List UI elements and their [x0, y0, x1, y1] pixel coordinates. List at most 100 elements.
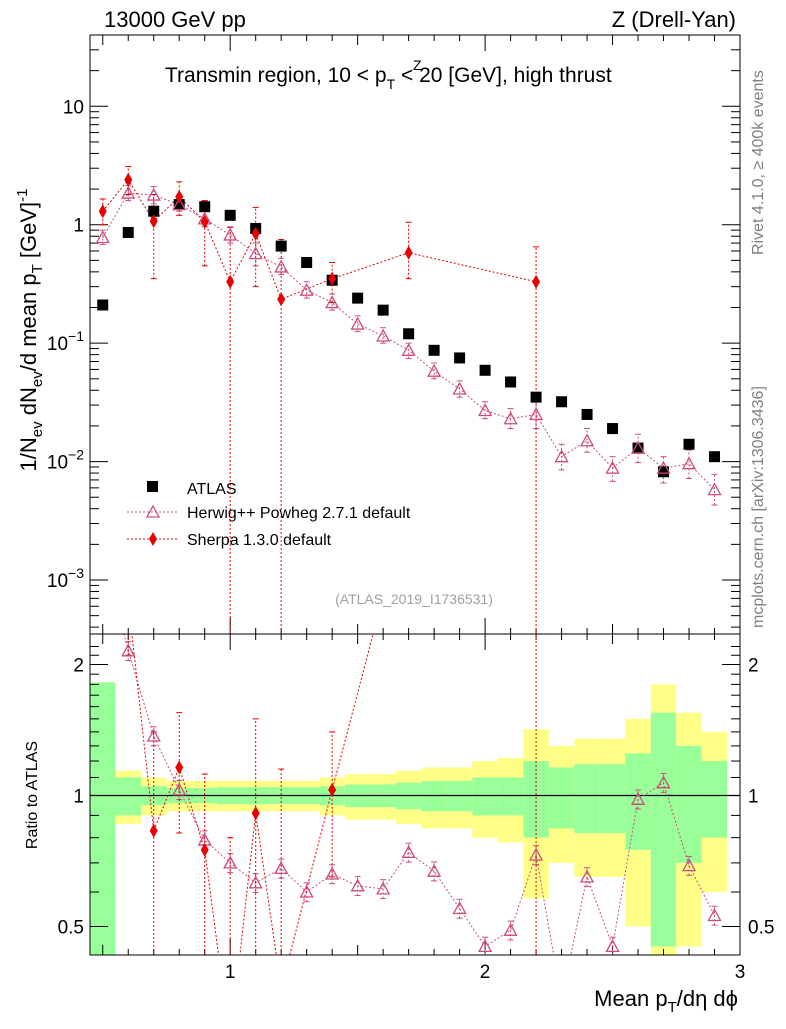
y-tick-label: 1	[73, 216, 84, 237]
sherpa-point	[532, 274, 541, 289]
analysis-watermark: (ATLAS_2019_I1736531)	[335, 591, 493, 607]
region-title-sub: T	[387, 76, 396, 92]
rivet-label: Rivet 4.1.0, ≥ 400k events	[750, 70, 767, 255]
atlas-point	[530, 391, 542, 403]
herwig-point	[605, 460, 620, 474]
ratio-herwig-point	[681, 858, 697, 872]
ratio-herwig-point	[427, 863, 442, 877]
ratio-herwig-point	[325, 866, 340, 880]
atlas-point	[122, 226, 134, 238]
herwig-point	[630, 440, 646, 454]
ratio-sherpa-point	[328, 782, 337, 797]
atlas-point	[224, 209, 236, 221]
y-tick-exp: −3	[68, 565, 84, 581]
ratio-plot-frame	[89, 633, 741, 956]
y-tick-base: 10	[47, 334, 68, 355]
ratio-band-inner	[90, 682, 116, 955]
ratio-data-points	[99, 634, 722, 955]
atlas-point	[428, 344, 440, 356]
x-tick-label: 1	[225, 962, 236, 983]
atlas-point	[479, 364, 491, 376]
ratio-herwig-point	[350, 878, 365, 892]
ratio-band-inner	[574, 764, 600, 833]
herwig-point	[350, 316, 365, 330]
ratio-herwig-point	[274, 861, 289, 875]
x-tick-label: 2	[480, 962, 491, 983]
herwig-point	[223, 227, 238, 241]
y-tick-base: 10	[47, 571, 68, 592]
ratio-herwig-point	[656, 775, 671, 789]
ratio-y-tick-label: 2	[73, 655, 84, 676]
atlas-point	[581, 408, 593, 420]
ratio-herwig-point	[223, 855, 238, 869]
atlas-point	[607, 423, 619, 435]
ylabel-b-sub: ev	[29, 371, 46, 387]
sherpa-point	[328, 271, 337, 286]
herwig-point	[299, 282, 314, 296]
y-tick-base: 10	[47, 453, 68, 474]
legend-atlas-label: ATLAS	[187, 481, 237, 498]
ratio-band-inner	[115, 777, 141, 816]
y-tick-label: 10−2	[47, 447, 84, 474]
herwig-point	[274, 259, 289, 273]
y-tick-base: 1	[73, 216, 84, 237]
herwig-point	[427, 363, 442, 377]
ratio-band-inner	[472, 777, 498, 816]
sherpa-point	[277, 292, 286, 307]
herwig-point	[172, 197, 187, 211]
ratio-herwig-point	[248, 875, 263, 889]
main-ylabel: 1/Nev dNev/d mean pT [GeV]-1	[14, 189, 46, 472]
legend-sherpa-label: Sherpa 1.3.0 default	[187, 532, 332, 549]
ratio-herwig-point	[146, 728, 161, 742]
herwig-point	[478, 403, 493, 417]
region-title-b: < 20 [GeV], high thrust	[395, 64, 612, 87]
y-tick-label: 10−3	[47, 565, 84, 592]
legend-herwig-marker	[145, 504, 161, 518]
xlabel-a-sub: T	[668, 999, 677, 1016]
atlas-point	[556, 396, 568, 408]
herwig-point	[248, 246, 263, 260]
herwig-point	[146, 187, 161, 201]
sherpa-point	[200, 214, 209, 229]
ratio-band-inner	[676, 745, 702, 863]
y-tick-label: 10−1	[47, 328, 84, 355]
herwig-point	[401, 342, 416, 356]
legend-sherpa-marker	[149, 532, 157, 546]
ratio-band-inner	[599, 764, 626, 833]
herwig-point	[528, 407, 544, 421]
ratio-sherpa-point	[175, 760, 184, 775]
ratio-y-tick-label: 1	[73, 786, 84, 807]
ratio-band-inner	[421, 780, 447, 812]
ratio-herwig-point	[707, 908, 722, 922]
mcplots-label: mcplots.cern.ch [arXiv:1306.3436]	[750, 386, 767, 628]
ylabel-a: 1/N	[16, 437, 41, 471]
ratio-herwig-point	[376, 881, 391, 895]
atlas-point	[454, 352, 466, 364]
ratio-herwig-point	[528, 847, 544, 861]
atlas-point	[658, 466, 670, 478]
x-axis-title: Mean pT/dη dϕ	[594, 986, 738, 1016]
ratio-sherpa-point	[251, 806, 260, 821]
ratio-band-inner	[446, 780, 473, 812]
herwig-point	[376, 328, 391, 342]
ylabel-b: dN	[16, 387, 41, 421]
sherpa-line	[102, 178, 537, 300]
y-tick-exp: −1	[68, 328, 84, 344]
ylabel-c-sub: T	[29, 264, 46, 273]
legend-herwig-label: Herwig++ Powheg 2.7.1 default	[187, 505, 411, 522]
ratio-herwig-point	[605, 939, 620, 953]
ylabel-c: /d mean p	[16, 273, 41, 371]
ratio-band-inner	[701, 761, 728, 838]
ratio-ylabel: Ratio to ATLAS	[24, 741, 41, 849]
herwig-point	[325, 295, 340, 309]
herwig-point	[503, 411, 518, 425]
region-title-sup: Z	[413, 57, 422, 73]
ratio-axis-ticks: 0.5 0.5 1 1 2 2	[58, 645, 774, 938]
ratio-herwig-point	[401, 845, 416, 859]
header-energy: 13000 GeV pp	[104, 7, 246, 32]
atlas-point	[148, 205, 160, 217]
ratio-herwig-point	[452, 901, 467, 915]
herwig-point	[95, 230, 110, 244]
